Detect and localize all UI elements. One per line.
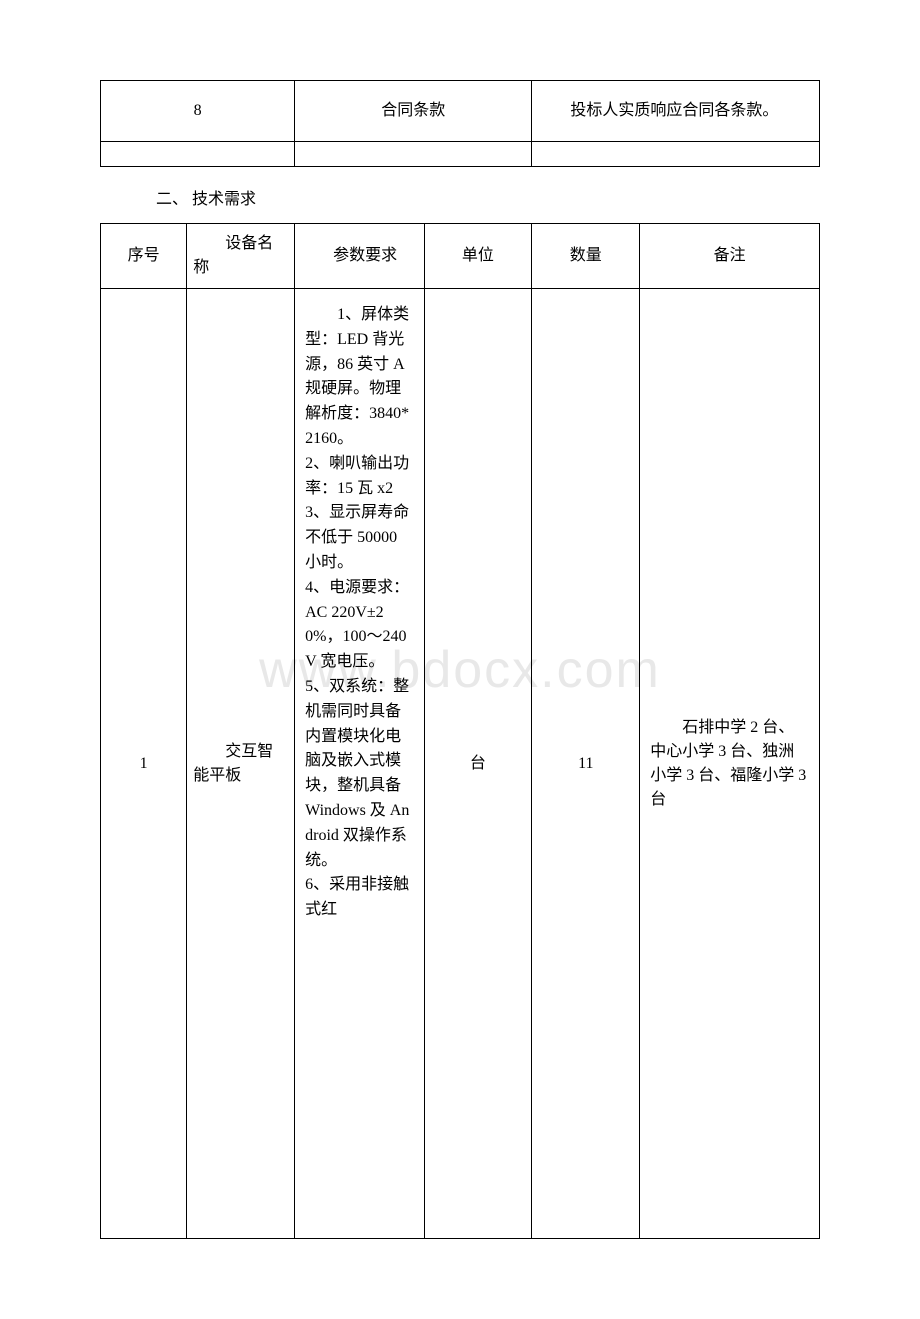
cell-remark: 石排中学 2 台、中心小学 3 台、独洲小学 3 台、福隆小学 3 台 <box>640 289 820 1239</box>
table-header-row: 序号 设备名称 参数要求 单位 数量 备注 <box>101 224 820 289</box>
page-content: 8 合同条款 投标人实质响应合同各条款。 二、 技术需求 序号 设备名称 参数要… <box>100 80 820 1239</box>
header-params: 参数要求 <box>295 224 424 289</box>
header-seq: 序号 <box>101 224 187 289</box>
header-unit: 单位 <box>424 224 532 289</box>
requirements-table: 序号 设备名称 参数要求 单位 数量 备注 1 交互智能平板 1、屏体类型：LE… <box>100 223 820 1239</box>
cell-params: 1、屏体类型：LED 背光源，86 英寸 A 规硬屏。物理解析度：3840*21… <box>295 289 424 1239</box>
table-row: 8 合同条款 投标人实质响应合同各条款。 <box>101 81 820 142</box>
cell-unit: 台 <box>424 289 532 1239</box>
cell-item: 合同条款 <box>295 81 532 142</box>
cell-seq: 8 <box>101 81 295 142</box>
cell-desc: 投标人实质响应合同各条款。 <box>532 81 820 142</box>
header-remark: 备注 <box>640 224 820 289</box>
header-device: 设备名称 <box>187 224 295 289</box>
cell-seq: 1 <box>101 289 187 1239</box>
cell-item <box>295 142 532 167</box>
table-row: 1 交互智能平板 1、屏体类型：LED 背光源，86 英寸 A 规硬屏。物理解析… <box>101 289 820 1239</box>
header-qty: 数量 <box>532 224 640 289</box>
contract-table: 8 合同条款 投标人实质响应合同各条款。 <box>100 80 820 167</box>
cell-seq <box>101 142 295 167</box>
table-row <box>101 142 820 167</box>
params-text: 1、屏体类型：LED 背光源，86 英寸 A 规硬屏。物理解析度：3840*21… <box>305 303 413 923</box>
section-title: 二、 技术需求 <box>124 185 820 209</box>
cell-device: 交互智能平板 <box>187 289 295 1239</box>
cell-desc <box>532 142 820 167</box>
cell-qty: 11 <box>532 289 640 1239</box>
